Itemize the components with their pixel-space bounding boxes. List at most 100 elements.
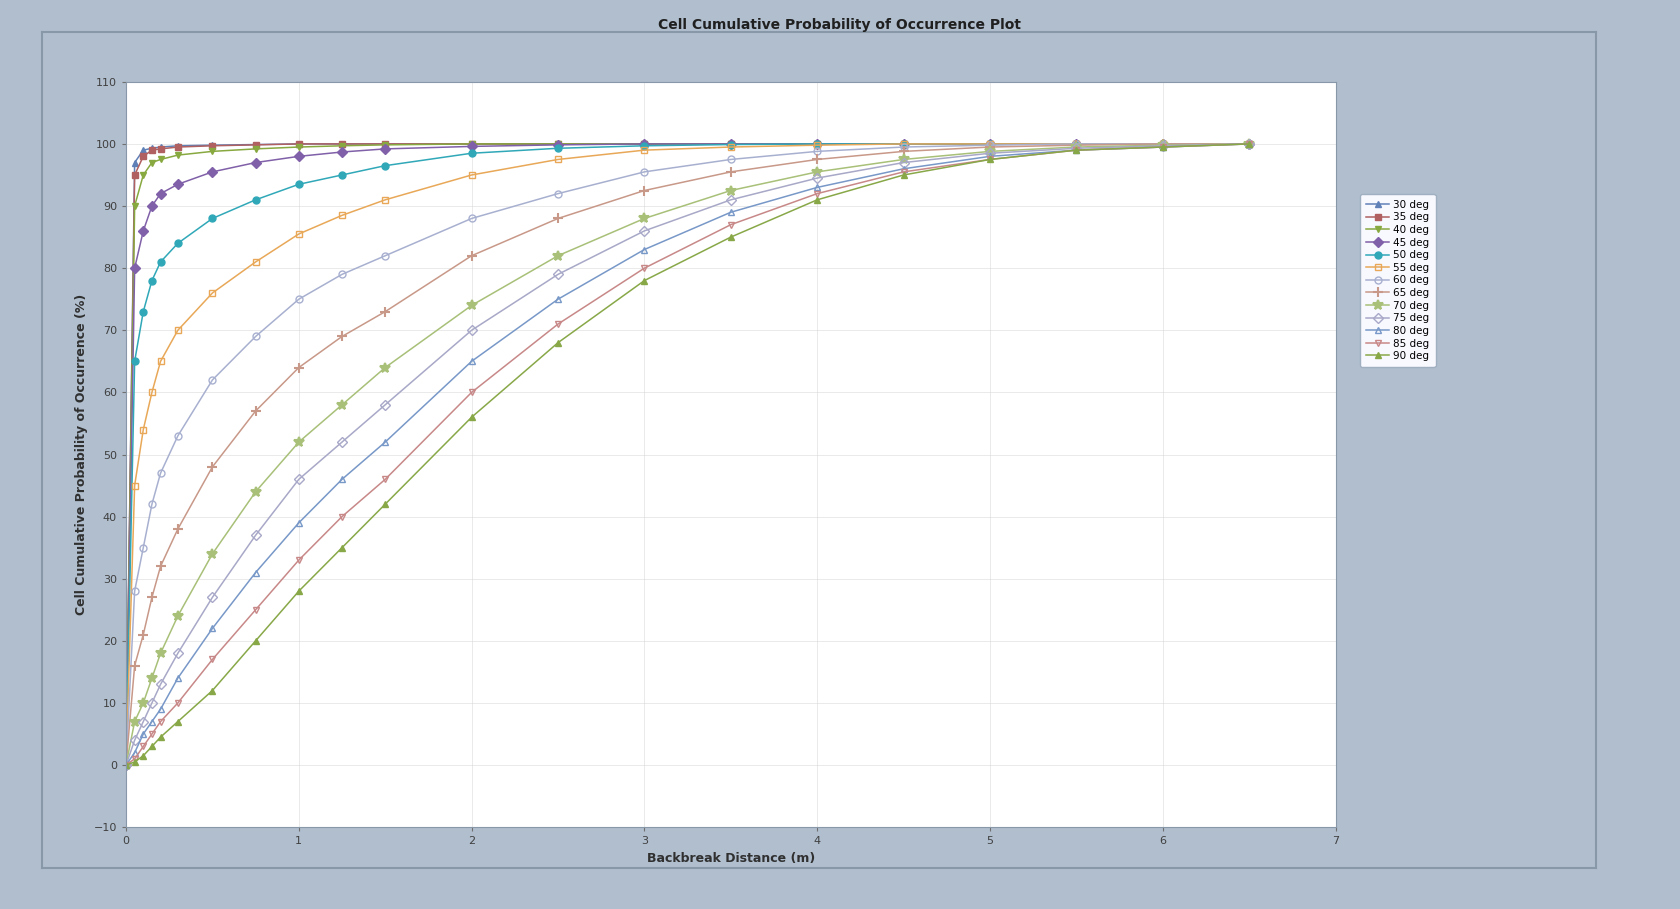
35 deg (1152, 138, 1173, 149)
35 deg (124, 170, 144, 181)
65 deg (894, 146, 914, 157)
75 deg (894, 157, 914, 168)
85 deg (202, 654, 222, 665)
30 deg (289, 138, 309, 149)
45 deg (462, 141, 482, 152)
45 deg (133, 225, 153, 236)
40 deg (548, 138, 568, 149)
70 deg (141, 673, 161, 684)
70 deg (1067, 142, 1087, 153)
55 deg (1240, 138, 1260, 149)
45 deg (168, 179, 188, 190)
70 deg (548, 250, 568, 261)
90 deg (141, 741, 161, 752)
90 deg (1067, 145, 1087, 155)
85 deg (333, 511, 353, 522)
Line: 40 deg: 40 deg (123, 141, 1253, 768)
80 deg (979, 151, 1000, 162)
65 deg (1067, 140, 1087, 151)
90 deg (168, 716, 188, 727)
Line: 65 deg: 65 deg (121, 139, 1253, 770)
40 deg (116, 760, 136, 771)
50 deg (289, 179, 309, 190)
70 deg (202, 548, 222, 559)
40 deg (375, 139, 395, 150)
85 deg (151, 716, 171, 727)
40 deg (979, 138, 1000, 149)
75 deg (289, 474, 309, 484)
30 deg (548, 138, 568, 149)
X-axis label: Backbreak Distance (m): Backbreak Distance (m) (647, 852, 815, 864)
Line: 50 deg: 50 deg (123, 141, 1253, 768)
40 deg (245, 144, 265, 155)
55 deg (141, 387, 161, 398)
90 deg (151, 732, 171, 743)
60 deg (124, 585, 144, 596)
80 deg (894, 164, 914, 175)
70 deg (116, 760, 136, 771)
85 deg (1152, 142, 1173, 153)
35 deg (375, 138, 395, 149)
55 deg (1067, 138, 1087, 149)
30 deg (333, 138, 353, 149)
60 deg (133, 542, 153, 553)
65 deg (635, 185, 655, 196)
55 deg (133, 425, 153, 435)
50 deg (1240, 138, 1260, 149)
85 deg (116, 760, 136, 771)
45 deg (806, 138, 827, 149)
75 deg (124, 734, 144, 745)
Text: Cell Cumulative Probability of Occurrence Plot: Cell Cumulative Probability of Occurrenc… (659, 18, 1021, 32)
50 deg (548, 143, 568, 154)
55 deg (721, 142, 741, 153)
70 deg (245, 486, 265, 497)
90 deg (462, 412, 482, 423)
40 deg (333, 140, 353, 151)
30 deg (979, 138, 1000, 149)
85 deg (168, 697, 188, 708)
Line: 80 deg: 80 deg (123, 141, 1253, 768)
70 deg (168, 611, 188, 622)
75 deg (806, 173, 827, 184)
40 deg (462, 138, 482, 149)
75 deg (116, 760, 136, 771)
90 deg (894, 170, 914, 181)
35 deg (721, 138, 741, 149)
30 deg (806, 138, 827, 149)
30 deg (151, 142, 171, 153)
30 deg (245, 139, 265, 150)
90 deg (979, 154, 1000, 165)
45 deg (1152, 138, 1173, 149)
45 deg (1067, 138, 1087, 149)
40 deg (1240, 138, 1260, 149)
35 deg (168, 142, 188, 153)
50 deg (375, 160, 395, 171)
45 deg (141, 201, 161, 212)
70 deg (894, 154, 914, 165)
30 deg (133, 145, 153, 155)
90 deg (1240, 138, 1260, 149)
65 deg (979, 142, 1000, 153)
45 deg (124, 263, 144, 274)
70 deg (979, 146, 1000, 157)
90 deg (806, 195, 827, 205)
60 deg (333, 269, 353, 280)
75 deg (133, 716, 153, 727)
Line: 75 deg: 75 deg (123, 141, 1253, 768)
30 deg (375, 138, 395, 149)
45 deg (375, 144, 395, 155)
Line: 70 deg: 70 deg (121, 139, 1253, 770)
70 deg (333, 399, 353, 410)
70 deg (635, 213, 655, 224)
50 deg (141, 275, 161, 286)
70 deg (1152, 140, 1173, 151)
35 deg (979, 138, 1000, 149)
75 deg (202, 592, 222, 603)
80 deg (548, 294, 568, 305)
65 deg (333, 331, 353, 342)
55 deg (548, 154, 568, 165)
80 deg (124, 747, 144, 758)
90 deg (548, 337, 568, 348)
75 deg (1152, 140, 1173, 151)
30 deg (721, 138, 741, 149)
